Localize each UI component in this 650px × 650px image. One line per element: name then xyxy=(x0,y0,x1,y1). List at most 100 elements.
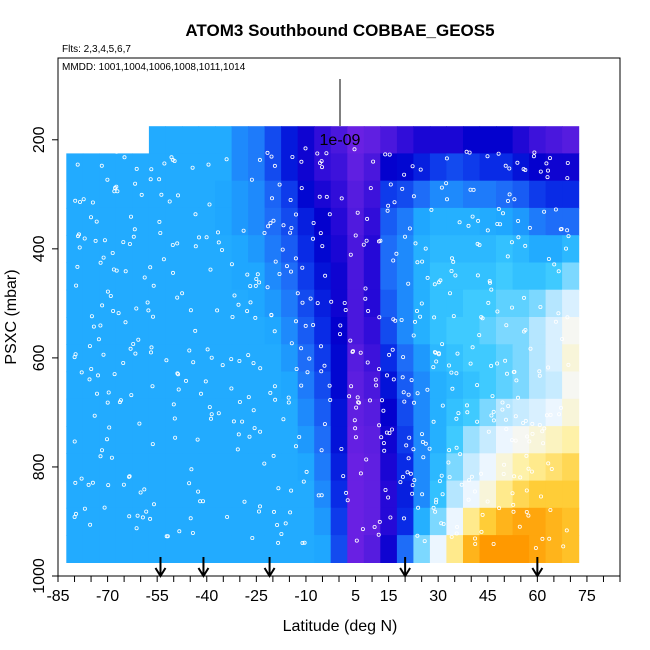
heatmap-cell xyxy=(148,453,166,482)
heatmap-cell xyxy=(545,207,563,236)
heatmap-cell xyxy=(66,235,84,264)
sample-point xyxy=(419,301,424,306)
heatmap-cell xyxy=(248,344,266,373)
heatmap-cell xyxy=(479,262,497,291)
sample-point xyxy=(365,360,370,365)
sample-point xyxy=(438,278,443,283)
heatmap-cell xyxy=(562,126,580,155)
sample-point xyxy=(564,528,569,533)
heatmap-cell xyxy=(446,153,464,182)
sample-point xyxy=(148,177,153,182)
sample-point xyxy=(142,275,147,280)
sample-point xyxy=(352,418,357,423)
sample-point xyxy=(150,384,155,389)
sample-point xyxy=(266,224,271,229)
sample-point xyxy=(251,361,256,366)
heatmap-cell xyxy=(429,180,447,209)
sample-point xyxy=(466,223,471,228)
sample-point xyxy=(337,332,342,337)
sample-point xyxy=(348,252,353,257)
flight-marker-head xyxy=(197,567,210,578)
sample-point xyxy=(231,419,236,424)
heatmap-cell xyxy=(380,453,398,482)
sample-point xyxy=(401,390,406,395)
sample-point xyxy=(183,378,188,383)
sample-point xyxy=(265,285,270,290)
sample-point xyxy=(495,221,500,226)
sample-point xyxy=(363,286,368,291)
heatmap-cell xyxy=(115,317,133,345)
sample-point xyxy=(427,446,432,451)
sample-point xyxy=(446,363,451,368)
heatmap-cell xyxy=(512,453,530,482)
heatmap-cell xyxy=(248,126,266,155)
heatmap-cell xyxy=(429,398,447,427)
sample-point xyxy=(195,437,200,442)
sample-point xyxy=(364,457,369,462)
sample-point xyxy=(169,155,174,160)
heatmap-cell xyxy=(529,507,547,536)
sample-point xyxy=(374,383,379,388)
heatmap-cell xyxy=(297,235,315,264)
sample-point xyxy=(446,460,451,465)
heatmap-cell xyxy=(396,480,414,509)
heatmap-cell xyxy=(297,126,315,155)
heatmap-cell xyxy=(446,507,464,536)
sample-point xyxy=(486,429,491,434)
sample-point xyxy=(303,146,308,151)
sample-point xyxy=(289,341,294,346)
heatmap-cell xyxy=(132,371,150,400)
heatmap-cell xyxy=(297,317,315,345)
sample-point xyxy=(566,234,571,239)
heatmap-cell xyxy=(148,126,166,155)
heatmap-cell xyxy=(562,235,580,264)
heatmap-cell xyxy=(132,153,150,182)
heatmap-cell xyxy=(545,262,563,291)
heatmap-cell xyxy=(231,535,249,563)
sample-point xyxy=(341,474,346,479)
sample-point xyxy=(167,199,172,204)
sample-point xyxy=(86,482,91,487)
heatmap-cell xyxy=(231,453,249,482)
heatmap-cell xyxy=(363,398,381,427)
heatmap-cell xyxy=(99,371,117,400)
sample-point xyxy=(521,420,526,425)
dates-note: MMDD: 1001,1004,1006,1008,1011,1014 xyxy=(62,62,246,73)
heatmap-cell xyxy=(165,480,183,509)
sample-point xyxy=(311,322,316,327)
heatmap-cell xyxy=(281,480,299,509)
heatmap-cell xyxy=(66,398,84,427)
heatmap-cell xyxy=(132,317,150,345)
heatmap-cell xyxy=(380,507,398,536)
sample-point xyxy=(293,212,298,217)
sample-point xyxy=(288,269,293,274)
heatmap-cell xyxy=(479,235,497,264)
heatmap-cell xyxy=(330,426,348,454)
heatmap-cell xyxy=(446,317,464,345)
sample-point xyxy=(525,434,530,439)
heatmap-cell xyxy=(148,180,166,209)
sample-point xyxy=(429,207,434,212)
sample-point xyxy=(200,499,205,504)
heatmap-cell xyxy=(198,207,216,236)
sample-point xyxy=(100,303,105,308)
sample-point xyxy=(487,280,492,285)
heatmap-cell xyxy=(115,262,133,291)
heatmap-cell xyxy=(496,207,514,236)
sample-point xyxy=(497,506,502,511)
sample-point xyxy=(175,193,180,198)
heatmap-cell xyxy=(132,262,150,291)
heatmap-cell xyxy=(82,153,100,182)
heatmap-cell xyxy=(231,235,249,264)
sample-point xyxy=(114,184,119,189)
heatmap-cell xyxy=(297,507,315,536)
heatmap-cell xyxy=(330,398,348,427)
sample-point xyxy=(293,319,298,324)
heatmap-cell xyxy=(463,480,481,509)
heatmap-cell xyxy=(330,262,348,291)
sample-point xyxy=(539,494,544,499)
heatmap-cell xyxy=(264,289,282,318)
sample-point xyxy=(469,474,474,479)
sample-point xyxy=(557,412,562,417)
heatmap-cell xyxy=(231,153,249,182)
